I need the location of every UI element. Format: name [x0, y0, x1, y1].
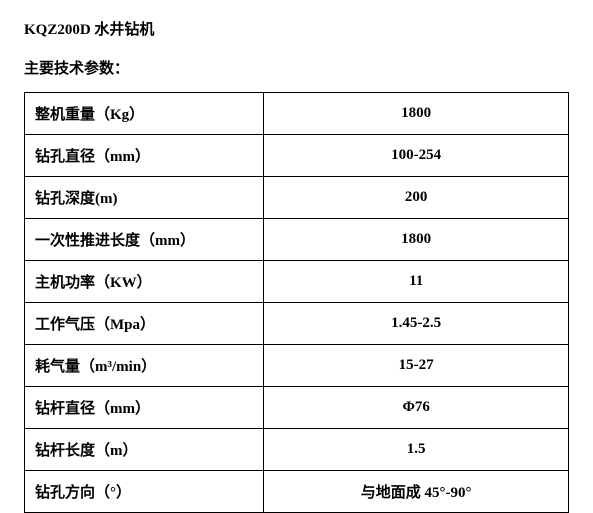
param-label: 钻孔方向（°） [25, 471, 264, 513]
page-title: KQZ200D 水井钻机 [24, 18, 569, 39]
table-row: 工作气压（Mpa） 1.45-2.5 [25, 303, 569, 345]
param-value: Φ76 [264, 387, 569, 429]
param-label: 主机功率（KW） [25, 261, 264, 303]
specs-table: 整机重量（Kg） 1800 钻孔直径（mm） 100-254 钻孔深度(m) 2… [24, 92, 569, 513]
table-row: 主机功率（KW） 11 [25, 261, 569, 303]
param-label: 钻杆长度（m） [25, 429, 264, 471]
param-value: 与地面成 45°-90° [264, 471, 569, 513]
table-row: 钻孔直径（mm） 100-254 [25, 135, 569, 177]
page-subtitle: 主要技术参数： [24, 57, 569, 78]
param-value: 200 [264, 177, 569, 219]
param-value: 1.45-2.5 [264, 303, 569, 345]
param-label: 钻孔深度(m) [25, 177, 264, 219]
table-row: 整机重量（Kg） 1800 [25, 93, 569, 135]
param-value: 11 [264, 261, 569, 303]
param-value: 1800 [264, 219, 569, 261]
param-label: 钻杆直径（mm） [25, 387, 264, 429]
param-value: 15-27 [264, 345, 569, 387]
param-label: 整机重量（Kg） [25, 93, 264, 135]
param-value: 100-254 [264, 135, 569, 177]
table-row: 耗气量（m³/min） 15-27 [25, 345, 569, 387]
param-label: 一次性推进长度（mm） [25, 219, 264, 261]
param-label: 工作气压（Mpa） [25, 303, 264, 345]
table-row: 钻杆长度（m） 1.5 [25, 429, 569, 471]
param-label: 钻孔直径（mm） [25, 135, 264, 177]
param-label: 耗气量（m³/min） [25, 345, 264, 387]
table-row: 钻孔方向（°） 与地面成 45°-90° [25, 471, 569, 513]
table-row: 钻孔深度(m) 200 [25, 177, 569, 219]
param-value: 1.5 [264, 429, 569, 471]
specs-table-body: 整机重量（Kg） 1800 钻孔直径（mm） 100-254 钻孔深度(m) 2… [25, 93, 569, 513]
table-row: 一次性推进长度（mm） 1800 [25, 219, 569, 261]
table-row: 钻杆直径（mm） Φ76 [25, 387, 569, 429]
param-value: 1800 [264, 93, 569, 135]
